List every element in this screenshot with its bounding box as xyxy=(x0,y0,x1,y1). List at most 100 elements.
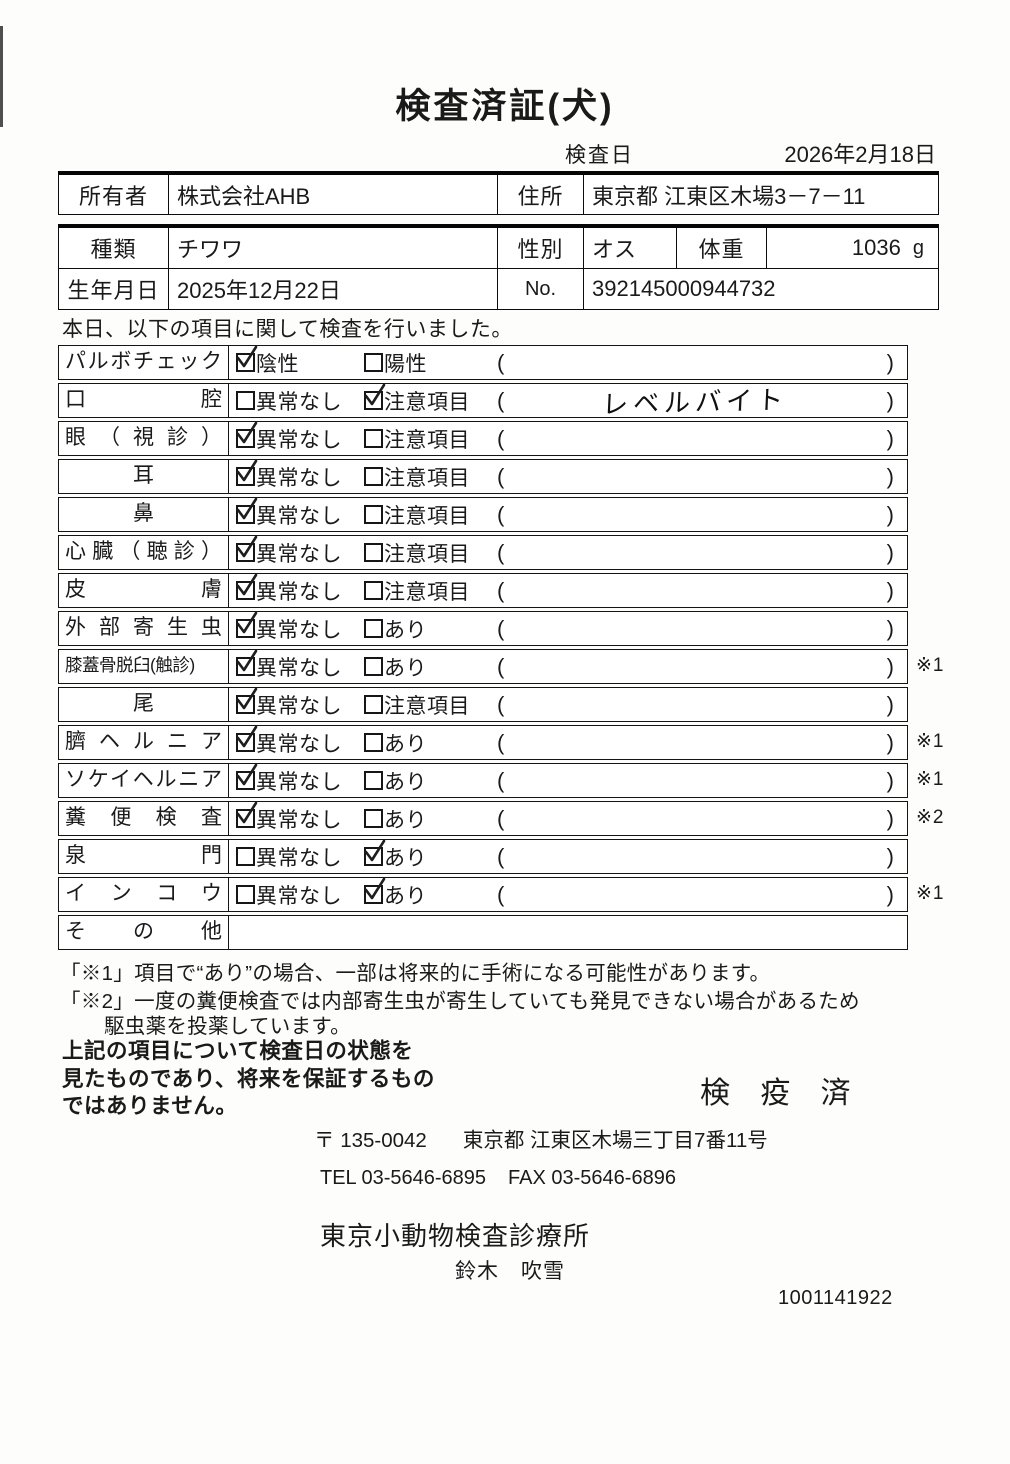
option-2-label: 注意項目 xyxy=(384,694,470,718)
footnote-2-cont: 駆虫薬を投薬しています。 xyxy=(104,1015,351,1038)
item-label: インコウ xyxy=(59,878,229,911)
option-1: 異常なし xyxy=(236,725,364,758)
checkbox-2 xyxy=(364,543,383,562)
checkbox-1 xyxy=(236,801,258,828)
handwritten-note xyxy=(504,547,886,557)
check-icon xyxy=(364,877,386,900)
note-area: ( ) xyxy=(497,616,907,642)
option-2-label: 注意項目 xyxy=(384,390,470,414)
row-content: 異常なし 注意項目 ( ) xyxy=(229,459,907,493)
checklist-row-box: 糞便検査 異常なし あり ( xyxy=(58,801,908,836)
check-icon xyxy=(236,649,258,672)
option-2: あり xyxy=(364,877,497,910)
veterinarian-name: 鈴木 吹雪 xyxy=(455,1260,565,1283)
disclaimer-line-1: 上記の項目について検査日の状態を xyxy=(62,1039,414,1063)
check-icon xyxy=(236,687,258,710)
option-1: 異常なし xyxy=(236,421,364,454)
item-label: その他 xyxy=(59,916,229,949)
checkbox-1 xyxy=(236,687,258,714)
checklist-row-box: 外部寄生虫 異常なし あり ( xyxy=(58,611,908,646)
check-icon xyxy=(236,801,258,824)
checkbox-2 xyxy=(364,733,383,752)
no-value: 392145000944732 xyxy=(592,276,776,301)
handwritten-note xyxy=(504,433,886,443)
handwritten-note xyxy=(504,661,886,671)
disclaimer-line-2: 見たものであり、将来を保証するもの xyxy=(62,1066,435,1091)
checklist-row-box: 眼（視診） 異常なし 注意項目 ( xyxy=(58,421,908,456)
footnote-mark: ※1 xyxy=(916,655,945,676)
option-2-label: 注意項目 xyxy=(384,428,470,452)
checklist-row-box: 皮膚 異常なし 注意項目 ( xyxy=(58,573,908,608)
check-icon xyxy=(236,421,258,444)
checklist-row: 臍ヘルニア 異常なし あり ( xyxy=(58,725,1008,763)
close-paren-icon: ) xyxy=(886,463,894,489)
open-paren-icon: ( xyxy=(497,387,505,413)
option-2: あり xyxy=(364,804,497,834)
checkbox-2 xyxy=(364,695,383,714)
open-paren-icon: ( xyxy=(497,463,505,489)
scan-artifact xyxy=(0,26,3,127)
checklist-row: 糞便検査 異常なし あり ( xyxy=(58,801,1008,839)
birth-value: 2025年12月22日 xyxy=(169,269,498,309)
item-label: 口腔 xyxy=(59,384,229,417)
close-paren-icon: ) xyxy=(886,805,894,831)
item-label: 眼（視診） xyxy=(59,422,229,455)
document-title: 検査済証(犬) xyxy=(395,87,615,126)
item-label: 泉門 xyxy=(59,840,229,873)
handwritten-note xyxy=(504,851,886,861)
close-paren-icon: ) xyxy=(886,349,894,375)
species-value: チワワ xyxy=(169,228,498,268)
option-1-label: 異常なし xyxy=(256,428,342,452)
check-icon xyxy=(236,725,258,748)
item-label: 臍ヘルニア xyxy=(59,726,229,759)
option-1-label: 異常なし xyxy=(256,808,342,832)
option-1-label: 異常なし xyxy=(256,542,342,566)
checklist-row: 口腔 異常なし 注意項目 ( xyxy=(58,383,1008,421)
option-2-label: あり xyxy=(384,808,427,832)
checklist-row: 眼（視診） 異常なし 注意項目 ( xyxy=(58,421,1008,459)
handwritten-note xyxy=(504,889,886,899)
clinic-name: 東京小動物検査診療所 xyxy=(320,1221,591,1251)
option-1-label: 異常なし xyxy=(256,656,342,680)
handwritten-note xyxy=(504,813,886,823)
close-paren-icon: ) xyxy=(886,539,894,565)
note-area: ( レベルバイト ) xyxy=(497,382,907,420)
handwritten-note xyxy=(504,357,886,367)
footnote-2: 「※2」一度の糞便検査では内部寄生虫が寄生していても発見できない場合があるため xyxy=(60,990,860,1013)
checkbox-2 xyxy=(364,877,386,904)
item-label: 外部寄生虫 xyxy=(59,612,229,645)
open-paren-icon: ( xyxy=(497,425,505,451)
option-2-label: あり xyxy=(384,884,427,908)
option-2: 注意項目 xyxy=(364,690,497,720)
option-2-label: あり xyxy=(384,732,427,756)
document-number: 1001141922 xyxy=(778,1287,893,1309)
option-1: 異常なし xyxy=(236,649,364,682)
checklist-row-box: 口腔 異常なし 注意項目 ( xyxy=(58,382,908,420)
option-1: 異常なし xyxy=(236,573,364,606)
checkbox-2 xyxy=(364,429,383,448)
option-1-label: 異常なし xyxy=(256,580,342,604)
checkbox-2 xyxy=(364,467,383,486)
open-paren-icon: ( xyxy=(497,501,505,527)
checklist-row-box: 膝蓋骨脱臼(触診) 異常なし あり xyxy=(58,649,908,684)
checkbox-1 xyxy=(236,649,258,676)
check-icon xyxy=(236,497,258,520)
close-paren-icon: ) xyxy=(886,653,894,679)
handwritten-note: レベルバイト xyxy=(601,384,790,420)
checklist-row: インコウ 異常なし あり ( xyxy=(58,877,1008,915)
postal-code: 〒 135-0042 xyxy=(314,1129,427,1152)
option-1: 異常なし xyxy=(236,842,364,872)
checklist-row: 膝蓋骨脱臼(触診) 異常なし あり xyxy=(58,649,1008,687)
checkbox-1 xyxy=(236,885,255,904)
disclaimer: 上記の項目について検査日の状態を 見たものであり、将来を保証するもの ではありま… xyxy=(62,1038,482,1121)
item-label: 鼻 xyxy=(59,498,229,531)
checklist-row: ソケイヘルニア 異常なし あり ( xyxy=(58,763,1008,801)
check-icon xyxy=(236,459,258,482)
item-label: 心臓（聴診） xyxy=(59,536,229,569)
checkbox-1 xyxy=(236,611,258,638)
handwritten-note xyxy=(504,509,886,519)
item-label: 耳 xyxy=(59,460,229,493)
clinic-tel: TEL 03-5646-6895 xyxy=(320,1167,487,1189)
pet-table-row-2: 生年月日 2025年12月22日 No. 392145000944732 xyxy=(59,268,938,309)
checkbox-2 xyxy=(364,771,383,790)
